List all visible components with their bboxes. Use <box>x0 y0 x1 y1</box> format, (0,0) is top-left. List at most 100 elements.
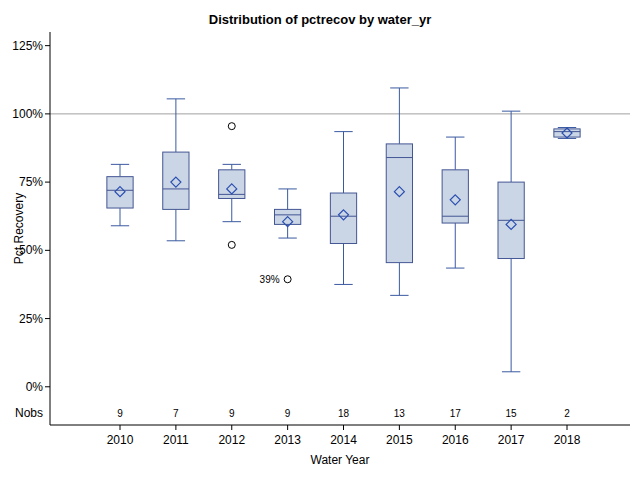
whisker <box>343 244 344 285</box>
outlier <box>228 123 235 130</box>
x-tick <box>175 425 176 430</box>
nobs-value: 18 <box>338 408 350 419</box>
x-tick-label: 2018 <box>554 433 581 447</box>
box <box>219 170 245 199</box>
y-tick <box>45 250 50 251</box>
y-tick <box>45 318 50 319</box>
whisker-cap <box>111 164 129 165</box>
median <box>274 214 300 215</box>
outlier-label: 39% <box>260 274 280 285</box>
x-tick-label: 2017 <box>498 433 525 447</box>
background <box>0 0 640 480</box>
y-tick-label: 25% <box>19 312 43 326</box>
x-tick <box>287 425 288 430</box>
mean-marker <box>394 187 404 197</box>
mean-marker <box>506 219 516 229</box>
box <box>442 170 468 223</box>
y-tick <box>45 45 50 46</box>
median <box>163 188 189 189</box>
mean-marker <box>450 195 460 205</box>
box <box>498 182 524 258</box>
nobs-value: 9 <box>229 408 235 419</box>
outlier <box>284 276 291 283</box>
outlier <box>228 241 235 248</box>
x-tick-label: 2011 <box>163 433 189 447</box>
mean-marker <box>227 184 237 194</box>
x-tick-label: 2016 <box>442 433 469 447</box>
chart: Distribution of pctrecov by water_yr 0% 25… <box>0 0 640 480</box>
x-tick-label: 2010 <box>107 433 134 447</box>
y-tick <box>45 386 50 387</box>
whisker-cap <box>223 164 241 165</box>
median <box>554 131 580 132</box>
nobs-value: 2 <box>564 408 570 419</box>
x-tick-label: 2012 <box>218 433 245 447</box>
whisker <box>175 209 176 240</box>
whisker <box>120 164 121 176</box>
mean-marker <box>171 177 181 187</box>
reference-line <box>50 113 630 114</box>
y-tick-label: 0% <box>26 380 44 394</box>
x-axis-line <box>50 425 630 426</box>
whisker <box>175 99 176 152</box>
x-tick <box>120 425 121 430</box>
mean-marker <box>115 187 125 197</box>
median <box>330 216 356 217</box>
box <box>163 152 189 209</box>
y-tick <box>45 113 50 114</box>
nobs-value: 9 <box>117 408 123 419</box>
median <box>386 157 412 158</box>
mean-marker <box>339 210 349 220</box>
y-tick-label: 75% <box>19 175 43 189</box>
box <box>330 193 356 243</box>
title: Distribution of pctrecov by water_yr <box>209 12 432 27</box>
nobs-value: 13 <box>394 408 406 419</box>
x-tick <box>231 425 232 430</box>
whisker <box>399 88 400 144</box>
box <box>107 177 133 208</box>
whisker <box>455 137 456 170</box>
whisker-cap <box>111 225 129 226</box>
median <box>442 216 468 217</box>
whisker-cap <box>390 295 408 296</box>
median <box>107 190 133 191</box>
nobs-label: Nobs <box>15 406 43 420</box>
y-axis-line <box>50 32 51 425</box>
whisker <box>399 263 400 296</box>
whisker <box>120 208 121 226</box>
whisker-cap <box>167 98 185 99</box>
whisker-cap <box>334 131 352 132</box>
whisker-cap <box>167 240 185 241</box>
whisker <box>287 189 288 209</box>
mean-marker <box>283 217 293 227</box>
whisker <box>511 259 512 372</box>
y-tick-label: 100% <box>12 107 43 121</box>
whisker <box>231 198 232 221</box>
box <box>386 144 412 263</box>
nobs-value: 17 <box>450 408 462 419</box>
whisker-cap <box>223 221 241 222</box>
whisker-cap <box>502 371 520 372</box>
nobs-value: 15 <box>506 408 518 419</box>
labels: 39% Nobs 9 7 9 9 18 13 17 15 2 <box>15 274 570 420</box>
whisker-cap <box>334 284 352 285</box>
x-axis-label: Water Year <box>311 453 370 467</box>
y-tick-label: 125% <box>12 39 43 53</box>
whisker-cap <box>502 111 520 112</box>
x-tick <box>511 425 512 430</box>
nobs-value: 9 <box>285 408 291 419</box>
nobs-value: 7 <box>173 408 179 419</box>
whisker <box>455 223 456 268</box>
whisker <box>343 132 344 193</box>
x-tick <box>343 425 344 430</box>
x-tick-label: 2015 <box>386 433 413 447</box>
x-tick-label: 2014 <box>330 433 357 447</box>
whisker-cap <box>446 137 464 138</box>
whisker-cap <box>446 268 464 269</box>
x-tick <box>399 425 400 430</box>
marks <box>107 88 580 372</box>
mean-marker <box>562 128 572 138</box>
whisker <box>231 164 232 169</box>
whisker-cap <box>278 238 296 239</box>
x-tick <box>567 425 568 430</box>
